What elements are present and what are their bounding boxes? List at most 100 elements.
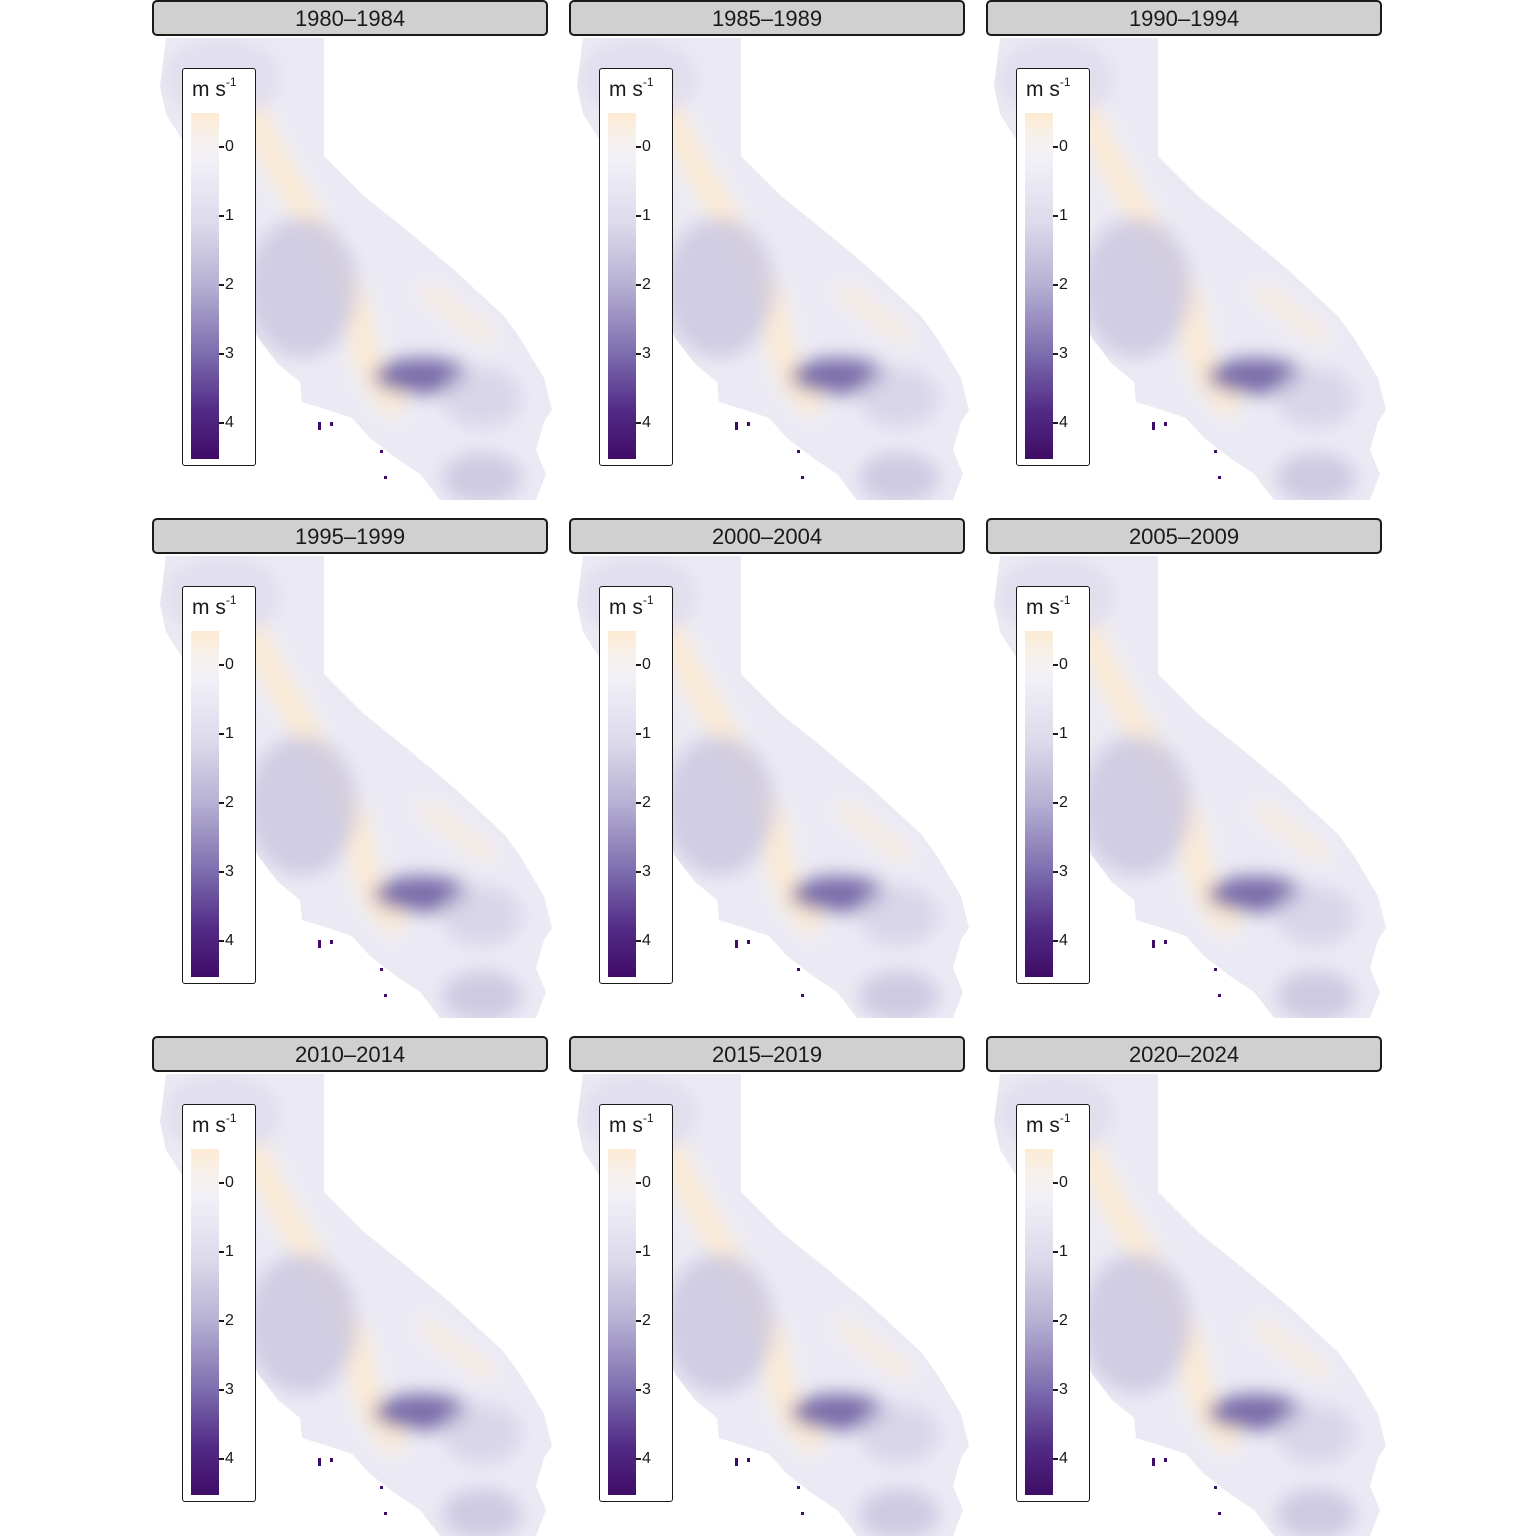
legend-title: m s-1 xyxy=(609,75,654,102)
legend-tick-label: 0 xyxy=(219,139,234,155)
facet-strip-label: 2010–2014 xyxy=(152,1036,548,1072)
legend-unit-exponent: -1 xyxy=(225,1111,237,1125)
facet-panel: 2010–2014 m s-1 0 1 2 3 4 xyxy=(152,1036,552,1536)
legend-tick-label: 3 xyxy=(636,864,651,880)
legend-colorbar xyxy=(1025,113,1053,459)
legend-tick-label: 0 xyxy=(636,1175,651,1191)
color-legend: m s-1 0 1 2 3 4 xyxy=(182,1104,256,1502)
legend-unit-base: m s xyxy=(609,1114,643,1137)
legend-colorbar xyxy=(191,1149,219,1495)
legend-colorbar xyxy=(191,113,219,459)
island-marker xyxy=(318,422,321,430)
island-marker xyxy=(801,1512,804,1515)
legend-tick-label: 4 xyxy=(1053,933,1068,949)
california-anomaly-map xyxy=(160,556,552,1018)
legend-colorbar xyxy=(191,631,219,977)
island-marker xyxy=(330,1458,333,1462)
island-marker xyxy=(1152,940,1155,948)
facet-strip-label: 2000–2004 xyxy=(569,518,965,554)
map-area xyxy=(986,556,1386,1018)
legend-unit-exponent: -1 xyxy=(642,1111,654,1125)
legend-colorbar xyxy=(608,113,636,459)
legend-tick-label: 2 xyxy=(1053,277,1068,293)
legend-colorbar xyxy=(608,1149,636,1495)
island-marker xyxy=(380,1486,383,1489)
legend-unit-exponent: -1 xyxy=(1059,75,1071,89)
legend-unit-base: m s xyxy=(1026,78,1060,101)
legend-tick-label: 4 xyxy=(636,415,651,431)
legend-tick-label: 2 xyxy=(1053,795,1068,811)
legend-tick-label: 1 xyxy=(1053,726,1068,742)
facet-panel: 1990–1994 m s-1 0 1 2 3 4 xyxy=(986,0,1386,500)
legend-unit-exponent: -1 xyxy=(225,75,237,89)
island-marker xyxy=(1164,1458,1167,1462)
legend-unit-exponent: -1 xyxy=(225,593,237,607)
legend-tick-label: 4 xyxy=(636,933,651,949)
legend-unit-exponent: -1 xyxy=(1059,1111,1071,1125)
island-marker xyxy=(380,968,383,971)
legend-tick-label: 3 xyxy=(1053,864,1068,880)
island-marker xyxy=(1214,450,1217,453)
legend-unit-base: m s xyxy=(1026,596,1060,619)
island-marker xyxy=(330,940,333,944)
legend-unit-exponent: -1 xyxy=(1059,593,1071,607)
color-legend: m s-1 0 1 2 3 4 xyxy=(182,68,256,466)
facet-panel: 2020–2024 m s-1 0 1 2 3 4 xyxy=(986,1036,1386,1536)
legend-unit-base: m s xyxy=(192,78,226,101)
legend-tick-label: 1 xyxy=(1053,1244,1068,1260)
legend-tick-label: 4 xyxy=(1053,1451,1068,1467)
legend-tick-label: 3 xyxy=(1053,1382,1068,1398)
island-marker xyxy=(380,450,383,453)
island-marker xyxy=(1214,968,1217,971)
legend-tick-label: 3 xyxy=(636,1382,651,1398)
facet-strip-label: 2020–2024 xyxy=(986,1036,1382,1072)
legend-unit-exponent: -1 xyxy=(642,593,654,607)
island-marker xyxy=(1152,1458,1155,1466)
color-legend: m s-1 0 1 2 3 4 xyxy=(1016,1104,1090,1502)
legend-tick-label: 2 xyxy=(636,277,651,293)
facet-strip-label: 2015–2019 xyxy=(569,1036,965,1072)
legend-tick-label: 1 xyxy=(219,1244,234,1260)
color-legend: m s-1 0 1 2 3 4 xyxy=(182,586,256,984)
legend-title: m s-1 xyxy=(192,1111,237,1138)
legend-unit-base: m s xyxy=(192,596,226,619)
legend-tick-label: 2 xyxy=(1053,1313,1068,1329)
island-marker xyxy=(735,422,738,430)
legend-title: m s-1 xyxy=(192,75,237,102)
island-marker xyxy=(747,940,750,944)
legend-tick-label: 1 xyxy=(1053,208,1068,224)
legend-colorbar xyxy=(1025,631,1053,977)
legend-tick-label: 2 xyxy=(636,795,651,811)
island-marker xyxy=(318,1458,321,1466)
legend-tick-label: 0 xyxy=(636,139,651,155)
legend-tick-label: 1 xyxy=(636,726,651,742)
legend-tick-label: 3 xyxy=(219,346,234,362)
facet-panel: 1985–1989 m s-1 0 1 2 3 4 xyxy=(569,0,969,500)
island-marker xyxy=(801,476,804,479)
legend-tick-label: 4 xyxy=(219,1451,234,1467)
island-marker xyxy=(801,994,804,997)
color-legend: m s-1 0 1 2 3 4 xyxy=(599,1104,673,1502)
facet-strip-label: 1990–1994 xyxy=(986,0,1382,36)
legend-tick-label: 3 xyxy=(1053,346,1068,362)
facet-panel: 2005–2009 m s-1 0 1 2 3 4 xyxy=(986,518,1386,1018)
legend-tick-label: 0 xyxy=(1053,657,1068,673)
legend-tick-label: 3 xyxy=(636,346,651,362)
legend-tick-label: 4 xyxy=(1053,415,1068,431)
legend-tick-label: 2 xyxy=(219,277,234,293)
legend-tick-label: 0 xyxy=(636,657,651,673)
color-legend: m s-1 0 1 2 3 4 xyxy=(599,586,673,984)
legend-tick-label: 0 xyxy=(1053,1175,1068,1191)
legend-title: m s-1 xyxy=(1026,75,1071,102)
island-marker xyxy=(384,1512,387,1515)
island-marker xyxy=(330,422,333,426)
legend-title: m s-1 xyxy=(609,1111,654,1138)
legend-tick-label: 4 xyxy=(219,933,234,949)
island-marker xyxy=(735,1458,738,1466)
california-anomaly-map xyxy=(160,38,552,500)
legend-tick-label: 2 xyxy=(219,795,234,811)
map-area xyxy=(152,38,552,500)
island-marker xyxy=(1218,994,1221,997)
legend-title: m s-1 xyxy=(1026,1111,1071,1138)
island-marker xyxy=(1152,422,1155,430)
